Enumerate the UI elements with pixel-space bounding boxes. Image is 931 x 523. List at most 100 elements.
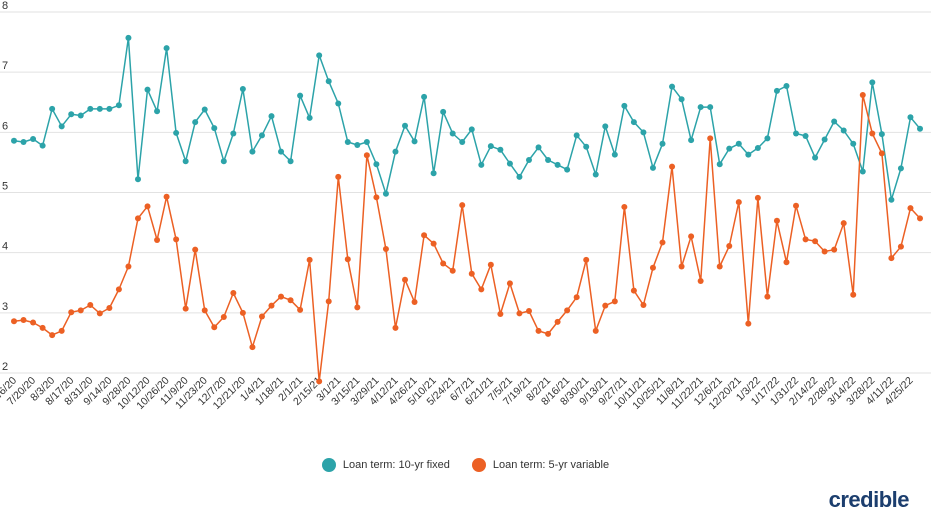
data-point[interactable]: [68, 111, 75, 118]
data-point[interactable]: [812, 154, 819, 161]
data-point[interactable]: [745, 151, 752, 158]
data-point[interactable]: [430, 240, 437, 247]
data-point[interactable]: [831, 118, 838, 125]
data-point[interactable]: [421, 93, 428, 100]
data-point[interactable]: [497, 311, 504, 318]
data-point[interactable]: [669, 83, 676, 90]
data-point[interactable]: [230, 130, 237, 137]
data-point[interactable]: [220, 314, 227, 321]
data-point[interactable]: [697, 104, 704, 111]
data-point[interactable]: [459, 138, 466, 145]
data-point[interactable]: [440, 260, 447, 267]
data-point[interactable]: [840, 127, 847, 134]
data-point[interactable]: [478, 286, 485, 293]
data-point[interactable]: [363, 152, 370, 159]
data-point[interactable]: [621, 102, 628, 109]
data-point[interactable]: [201, 307, 208, 314]
data-point[interactable]: [583, 143, 590, 150]
data-point[interactable]: [649, 264, 656, 271]
data-point[interactable]: [134, 176, 141, 183]
data-point[interactable]: [487, 261, 494, 268]
data-point[interactable]: [859, 168, 866, 175]
data-point[interactable]: [220, 158, 227, 165]
data-point[interactable]: [602, 302, 609, 309]
data-point[interactable]: [354, 141, 361, 148]
data-point[interactable]: [840, 220, 847, 227]
data-point[interactable]: [173, 129, 180, 136]
data-point[interactable]: [392, 324, 399, 331]
data-point[interactable]: [535, 144, 542, 151]
data-point[interactable]: [621, 203, 628, 210]
data-point[interactable]: [297, 92, 304, 99]
data-point[interactable]: [39, 324, 46, 331]
data-point[interactable]: [115, 102, 122, 109]
data-point[interactable]: [888, 255, 895, 262]
data-point[interactable]: [287, 158, 294, 165]
data-point[interactable]: [716, 263, 723, 270]
data-point[interactable]: [163, 193, 170, 200]
data-point[interactable]: [30, 135, 37, 142]
data-point[interactable]: [745, 320, 752, 327]
data-point[interactable]: [573, 294, 580, 301]
data-point[interactable]: [611, 298, 618, 305]
data-point[interactable]: [192, 246, 199, 253]
data-point[interactable]: [278, 148, 285, 155]
data-point[interactable]: [478, 161, 485, 168]
data-point[interactable]: [859, 92, 866, 99]
data-point[interactable]: [735, 140, 742, 147]
data-point[interactable]: [592, 327, 599, 334]
data-point[interactable]: [335, 173, 342, 180]
data-point[interactable]: [764, 293, 771, 300]
data-point[interactable]: [449, 130, 456, 137]
data-point[interactable]: [821, 248, 828, 255]
data-point[interactable]: [125, 34, 132, 41]
legend-item-variable[interactable]: Loan term: 5-yr variable: [471, 458, 609, 472]
data-point[interactable]: [793, 202, 800, 209]
data-point[interactable]: [402, 122, 409, 129]
data-point[interactable]: [49, 105, 56, 112]
data-point[interactable]: [592, 171, 599, 178]
data-point[interactable]: [726, 145, 733, 152]
data-point[interactable]: [707, 135, 714, 142]
data-point[interactable]: [564, 307, 571, 314]
data-point[interactable]: [278, 293, 285, 300]
data-point[interactable]: [802, 132, 809, 139]
data-point[interactable]: [125, 263, 132, 270]
data-point[interactable]: [554, 318, 561, 325]
data-point[interactable]: [182, 158, 189, 165]
data-point[interactable]: [192, 119, 199, 126]
data-point[interactable]: [783, 259, 790, 266]
data-point[interactable]: [316, 378, 323, 385]
data-point[interactable]: [554, 161, 561, 168]
data-point[interactable]: [39, 142, 46, 149]
data-point[interactable]: [154, 108, 161, 115]
data-point[interactable]: [545, 330, 552, 337]
data-point[interactable]: [573, 132, 580, 139]
data-point[interactable]: [230, 289, 237, 296]
data-point[interactable]: [382, 246, 389, 253]
data-point[interactable]: [468, 270, 475, 277]
data-point[interactable]: [297, 306, 304, 313]
data-point[interactable]: [783, 83, 790, 90]
data-point[interactable]: [373, 161, 380, 168]
data-point[interactable]: [96, 105, 103, 112]
data-point[interactable]: [506, 160, 513, 167]
data-point[interactable]: [344, 256, 351, 263]
data-point[interactable]: [58, 327, 65, 334]
data-point[interactable]: [754, 144, 761, 151]
data-point[interactable]: [106, 305, 113, 312]
data-point[interactable]: [182, 305, 189, 312]
data-point[interactable]: [707, 104, 714, 111]
data-point[interactable]: [793, 130, 800, 137]
data-point[interactable]: [688, 233, 695, 240]
data-point[interactable]: [20, 138, 27, 145]
data-point[interactable]: [850, 140, 857, 147]
data-point[interactable]: [173, 236, 180, 243]
data-point[interactable]: [459, 202, 466, 209]
data-point[interactable]: [363, 138, 370, 145]
data-point[interactable]: [239, 86, 246, 93]
data-point[interactable]: [11, 137, 17, 144]
data-point[interactable]: [115, 286, 122, 293]
data-point[interactable]: [516, 173, 523, 180]
data-point[interactable]: [649, 164, 656, 171]
